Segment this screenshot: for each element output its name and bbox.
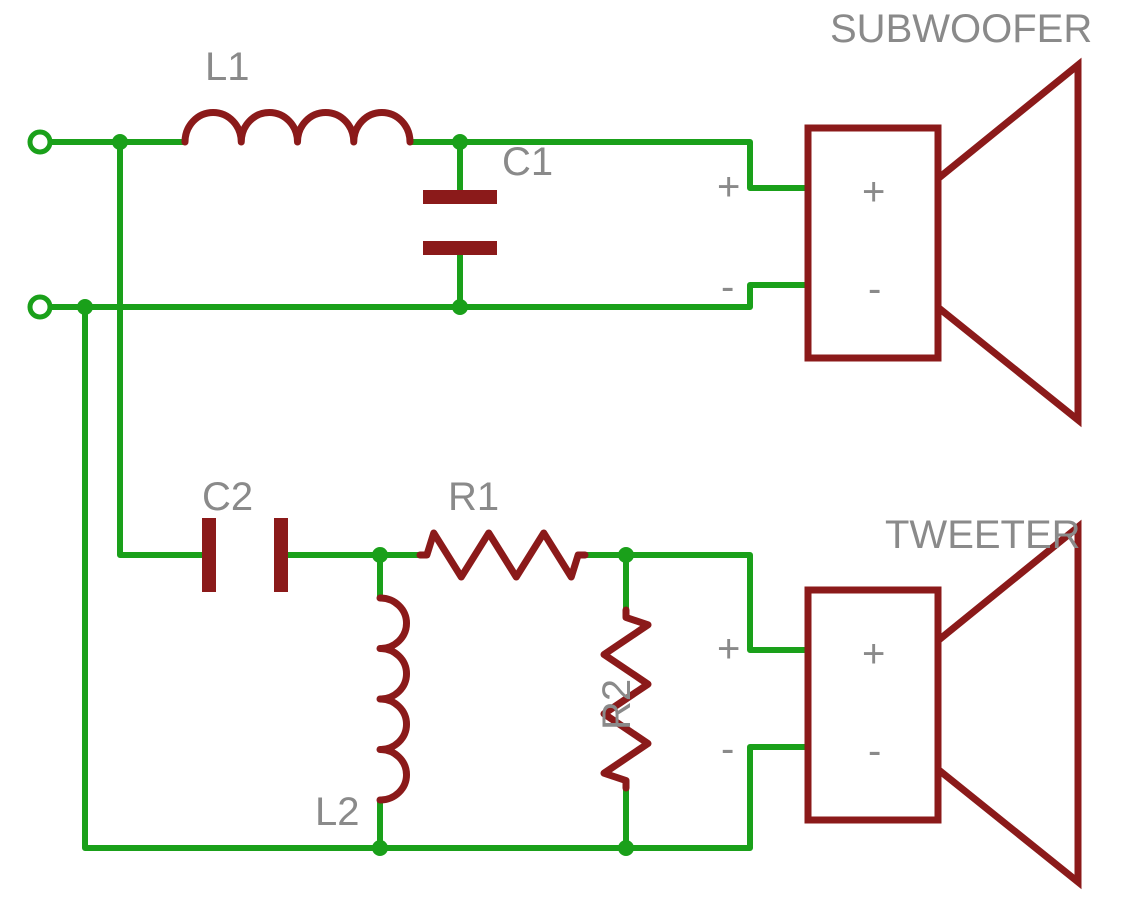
spk2-cone [938, 527, 1078, 882]
label-minus1: - [721, 265, 734, 309]
junction-7 [372, 840, 388, 856]
r1 [420, 533, 585, 577]
label-spk2_minus: - [868, 729, 881, 773]
label-C1: C1 [502, 140, 553, 184]
spk2-body [808, 590, 938, 820]
label-spk1_plus: + [862, 170, 885, 214]
junction-5 [618, 547, 634, 563]
label-R2: R2 [595, 679, 639, 730]
l1 [185, 112, 410, 142]
junction-0 [112, 134, 128, 150]
terminal-in_top [30, 132, 50, 152]
label-spk2_plus: + [862, 632, 885, 676]
wire-4 [50, 285, 750, 307]
spk1-cone [938, 65, 1078, 420]
junction-6 [618, 840, 634, 856]
junction-1 [452, 134, 468, 150]
label-SUBWOOFER: SUBWOOFER [830, 7, 1092, 51]
wire-5 [120, 142, 202, 555]
spk1-body [808, 128, 938, 358]
terminal-in_bottom [30, 297, 50, 317]
label-plus1: + [717, 165, 740, 209]
l2 [380, 598, 407, 800]
label-TWEETER: TWEETER [885, 513, 1081, 557]
label-C2: C2 [202, 475, 253, 519]
label-R1: R1 [448, 475, 499, 519]
junction-3 [77, 299, 93, 315]
label-plus2: + [717, 627, 740, 671]
wire-13 [85, 307, 750, 848]
label-spk1_minus: - [868, 267, 881, 311]
junction-2 [452, 299, 468, 315]
label-minus2: - [721, 727, 734, 771]
label-L1: L1 [205, 45, 250, 89]
junction-4 [372, 547, 388, 563]
label-L2: L2 [315, 790, 360, 834]
